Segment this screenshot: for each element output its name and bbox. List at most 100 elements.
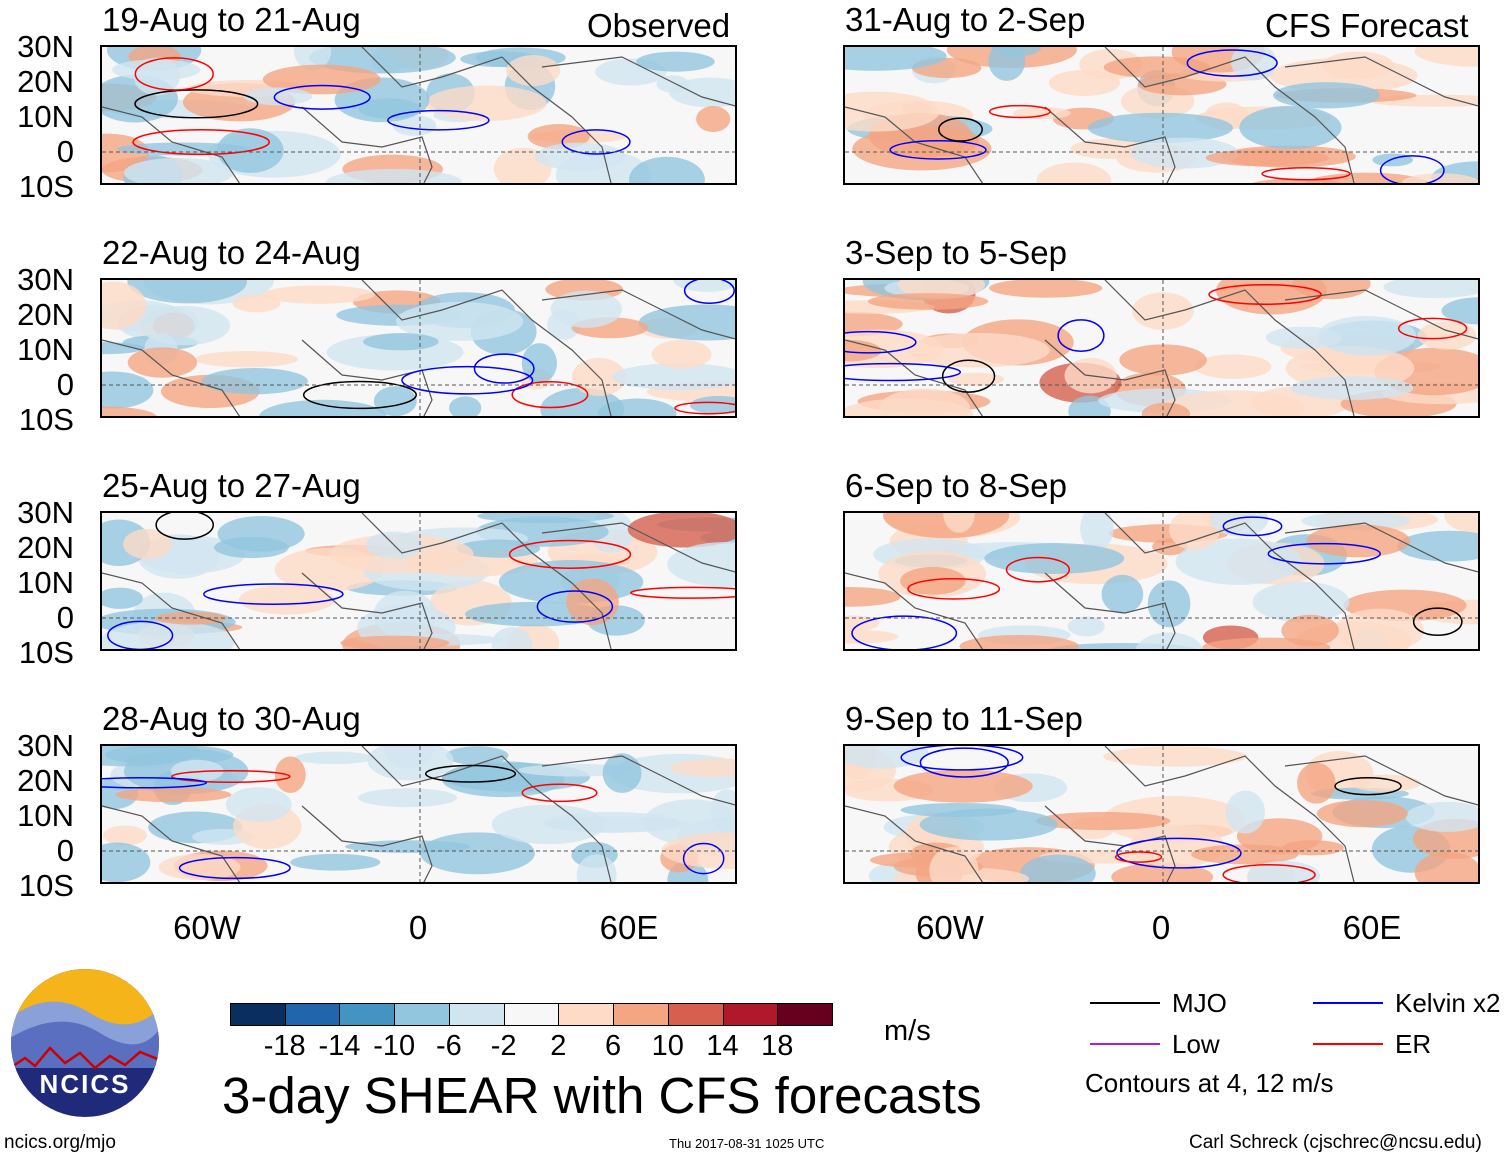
ncics-logo: NCICS: [10, 968, 160, 1118]
shear-anomaly-blob: [893, 769, 1033, 803]
shear-anomaly-blob: [102, 746, 200, 767]
shear-anomaly-blob: [274, 756, 306, 793]
longitude-label: 60E: [599, 909, 659, 946]
shear-anomaly-blob: [943, 513, 975, 533]
er-contour: [1222, 863, 1316, 882]
shear-anomaly-blob: [1417, 321, 1477, 350]
kelvin-contour: [682, 842, 725, 875]
er-contour: [907, 577, 1001, 600]
shear-anomaly-blob: [989, 280, 1103, 298]
shear-anomaly-blob: [102, 406, 157, 416]
shear-anomaly-blob: [123, 157, 234, 183]
shear-anomaly-blob: [102, 133, 150, 173]
legend-label: Kelvin x2: [1395, 988, 1501, 1018]
shear-anomaly-blob: [449, 396, 482, 416]
er-contour: [988, 104, 1051, 119]
er-contour: [1397, 317, 1468, 340]
footer-url[interactable]: ncics.org/mjo: [4, 1132, 116, 1153]
colorbar-swatch: [722, 1003, 779, 1026]
shear-anomaly-blob: [867, 293, 989, 310]
latitude-label: 10N: [17, 332, 74, 367]
shear-anomaly-blob: [991, 47, 1042, 57]
shear-anomaly-blob: [201, 368, 308, 395]
legend-line-er: [1313, 1043, 1383, 1045]
shear-anomaly-blob: [598, 398, 677, 416]
panel-title: 6-Sep to 8-Sep: [845, 467, 1067, 504]
shear-anomaly-blob: [367, 746, 454, 781]
kelvin-contour: [845, 362, 962, 382]
shear-map-panel: [843, 278, 1480, 418]
shear-anomaly-blob: [102, 621, 235, 649]
latitude-label: 0: [56, 134, 74, 169]
shear-anomaly-blob: [1020, 854, 1096, 882]
shear-anomaly-blob: [290, 853, 381, 871]
shear-anomaly-blob: [900, 566, 966, 595]
shear-anomaly-blob: [396, 301, 524, 341]
shear-anomaly-blob: [1397, 530, 1478, 562]
shear-anomaly-blob: [194, 351, 299, 368]
shear-anomaly-blob: [1441, 297, 1478, 325]
latitude-label: 10N: [17, 565, 74, 600]
er-contour: [1261, 166, 1351, 181]
shear-anomaly-blob: [170, 759, 224, 782]
shear-anomaly-blob: [1301, 513, 1412, 530]
er-contour: [1005, 556, 1070, 583]
coastline: [102, 513, 735, 649]
colorbar-swatch: [558, 1003, 615, 1026]
panel-title: 19-Aug to 21-Aug: [102, 1, 361, 38]
shear-anomaly-blob: [845, 629, 899, 644]
shear-anomaly-blob: [612, 363, 735, 391]
shear-map-panel: [100, 744, 737, 884]
shear-anomaly-blob: [651, 339, 712, 370]
shear-anomaly-blob: [1304, 172, 1430, 183]
shear-anomaly-blob: [845, 47, 947, 71]
observed-header: Observed: [587, 7, 731, 44]
shear-anomaly-blob: [363, 333, 439, 351]
shear-anomaly-blob: [1290, 376, 1414, 400]
shear-anomaly-blob: [1013, 106, 1071, 120]
shear-anomaly-blob: [1159, 390, 1305, 416]
forecast-header: CFS Forecast: [1265, 7, 1469, 44]
kelvin-contour: [683, 280, 735, 305]
shear-anomaly-blob: [262, 64, 381, 95]
shear-anomaly-blob: [102, 371, 154, 409]
latitude-label: 10N: [17, 99, 74, 134]
shear-anomaly-blob: [445, 746, 509, 765]
kelvin-contour: [473, 353, 535, 384]
footer-timestamp: Thu 2017-08-31 1025 UTC: [669, 1136, 825, 1151]
colorbar-swatch: [448, 1003, 505, 1026]
legend-label: MJO: [1172, 988, 1227, 1018]
kelvin-contour: [102, 777, 208, 789]
shear-anomaly-blob: [845, 398, 974, 416]
coastline: [845, 280, 1478, 416]
shear-anomaly-blob: [1202, 637, 1331, 649]
latitude-label: 10N: [17, 798, 74, 833]
shear-anomaly-blob: [852, 127, 992, 171]
shear-anomaly-blob: [1080, 513, 1114, 551]
shear-anomaly-blob: [883, 513, 1010, 539]
footer-author: Carl Schreck (cjschrec@ncsu.edu): [1189, 1132, 1482, 1153]
mjo-contour: [938, 117, 983, 142]
shear-anomaly-blob: [629, 156, 705, 183]
longitude-label: 60E: [1342, 909, 1402, 946]
shear-anomaly-blob: [1334, 608, 1424, 649]
shear-anomaly-blob: [656, 75, 690, 93]
shear-anomaly-blob: [115, 787, 232, 803]
shear-anomaly-blob: [1316, 800, 1408, 828]
shear-anomaly-blob: [550, 290, 623, 328]
shear-anomaly-blob: [948, 372, 1005, 386]
er-contour: [171, 769, 291, 783]
shear-anomaly-blob: [1067, 616, 1105, 637]
shear-anomaly-blob: [1239, 105, 1342, 150]
shear-anomaly-blob: [373, 386, 417, 416]
latitude-label: 20N: [17, 530, 74, 565]
latitude-label: 10S: [18, 868, 74, 903]
colorbar-tick-label: -10: [373, 1030, 416, 1062]
shear-anomaly-blob: [133, 57, 180, 96]
legend-line-low: [1090, 1043, 1160, 1045]
shear-anomaly-blob: [1103, 746, 1248, 767]
shear-anomaly-blob: [1147, 580, 1191, 628]
coastline: [102, 47, 735, 183]
shear-anomaly-blob: [259, 399, 387, 416]
colorbar-swatch: [230, 1003, 286, 1026]
